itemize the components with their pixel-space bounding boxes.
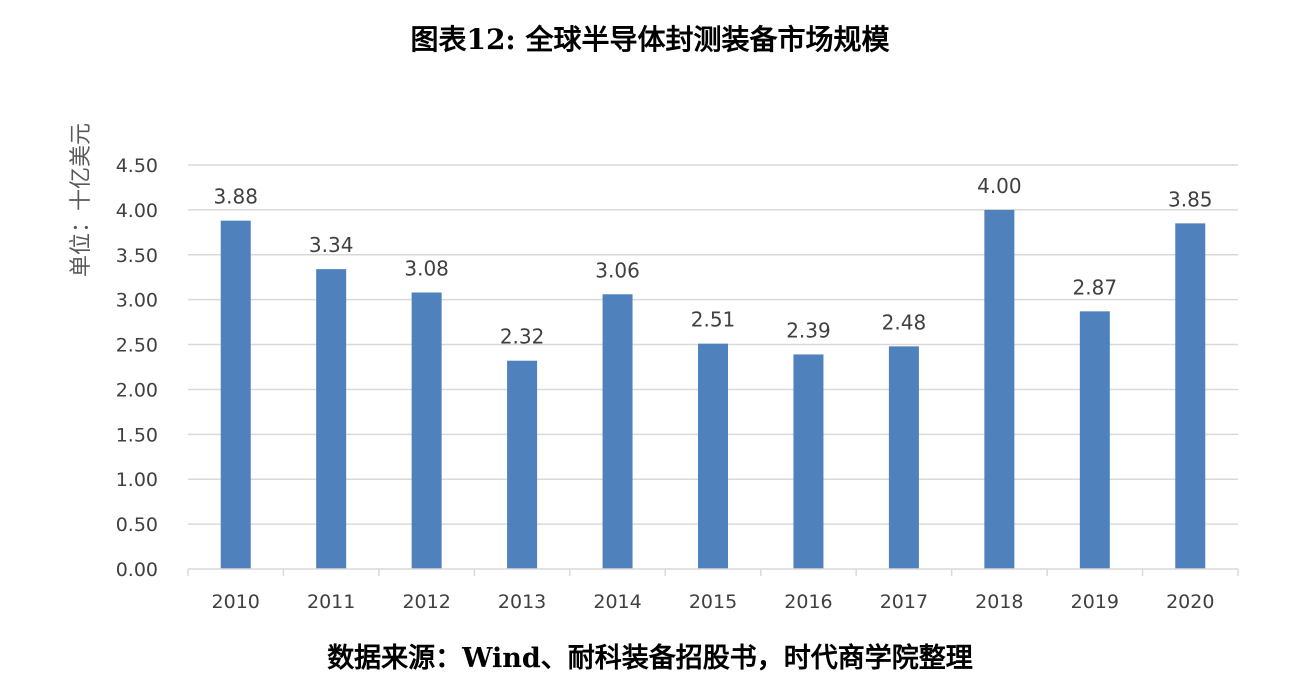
y-axis-ticks: 0.00 0.50 1.00 1.50 2.00 2.50 3.00 3.50 4.00 4.50 bbox=[116, 155, 158, 581]
data-label: 3.88 bbox=[213, 185, 258, 209]
y-tick-label: 0.50 bbox=[116, 514, 158, 536]
y-tick-label: 2.00 bbox=[116, 379, 158, 401]
x-tick-label: 2019 bbox=[1071, 591, 1119, 613]
bar bbox=[1079, 311, 1110, 569]
y-tick-label: 3.50 bbox=[116, 245, 158, 267]
data-label: 4.00 bbox=[977, 174, 1022, 198]
x-tick-label: 2016 bbox=[784, 591, 832, 613]
x-tick-label: 2017 bbox=[880, 591, 928, 613]
y-tick-label: 0.00 bbox=[116, 559, 158, 581]
bar bbox=[1175, 223, 1206, 569]
y-tick-label: 4.00 bbox=[116, 200, 158, 222]
data-labels: 3.88 3.34 3.08 2.32 3.06 2.51 2.39 2.48 4.00 2.87… bbox=[213, 174, 1212, 349]
x-tick-label: 2018 bbox=[975, 591, 1023, 613]
x-tick-label: 2014 bbox=[593, 591, 641, 613]
x-tick-label: 2011 bbox=[307, 591, 355, 613]
bar bbox=[507, 360, 538, 569]
data-label: 2.32 bbox=[500, 325, 545, 349]
bar bbox=[793, 354, 824, 569]
y-tick-label: 4.50 bbox=[116, 155, 158, 177]
y-tick-label: 2.50 bbox=[116, 335, 158, 357]
chart-title: 图表12: 全球半导体封测装备市场规模 bbox=[410, 23, 890, 56]
bar-chart: 0.00 0.50 1.00 1.50 2.00 2.50 3.00 3.50 4.00 4.50… bbox=[69, 123, 1239, 613]
x-tick-label: 2010 bbox=[212, 591, 260, 613]
data-label: 2.51 bbox=[691, 308, 736, 332]
bar bbox=[984, 209, 1015, 569]
data-label: 2.87 bbox=[1073, 275, 1118, 299]
bar bbox=[220, 220, 251, 569]
data-label: 3.06 bbox=[595, 258, 640, 282]
data-label: 3.85 bbox=[1168, 187, 1213, 211]
x-tick-label: 2013 bbox=[498, 591, 546, 613]
y-tick-label: 1.00 bbox=[116, 469, 158, 491]
y-tick-label: 3.00 bbox=[116, 290, 158, 312]
bar bbox=[411, 292, 442, 569]
x-axis-labels: 2010 2011 2012 2013 2014 2015 2016 2017 2018 2019… bbox=[212, 591, 1215, 613]
y-axis-label: 单位：十亿美元 bbox=[69, 123, 94, 277]
x-tick-label: 2012 bbox=[402, 591, 450, 613]
bar bbox=[888, 346, 919, 569]
bar bbox=[602, 294, 633, 569]
x-tick-label: 2020 bbox=[1166, 591, 1214, 613]
y-tick-label: 1.50 bbox=[116, 424, 158, 446]
data-label: 2.48 bbox=[882, 310, 927, 334]
source-note: 数据来源：Wind、耐科装备招股书，时代商学院整理 bbox=[327, 643, 973, 674]
data-label: 2.39 bbox=[786, 318, 831, 342]
bar bbox=[316, 269, 347, 569]
data-label: 3.34 bbox=[309, 233, 354, 257]
x-tick-label: 2015 bbox=[689, 591, 737, 613]
bar bbox=[698, 343, 728, 569]
data-label: 3.08 bbox=[404, 256, 449, 280]
bars bbox=[220, 209, 1206, 569]
x-axis bbox=[187, 568, 1239, 576]
